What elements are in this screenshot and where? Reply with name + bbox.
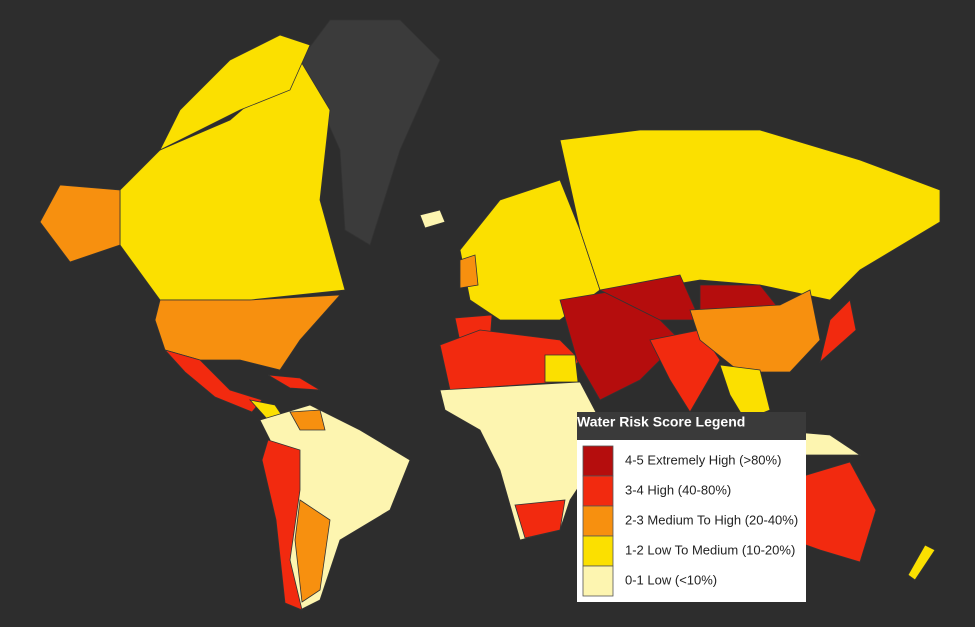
south-africa — [514, 499, 566, 539]
peru-chile — [261, 439, 303, 611]
venezuela — [289, 409, 326, 431]
caribbean — [267, 374, 321, 391]
legend-swatch — [582, 565, 614, 597]
greenland — [299, 19, 441, 246]
legend-label: 4-5 Extremely High (>80%) — [625, 452, 781, 467]
legend-swatch — [582, 505, 614, 537]
iceland — [419, 209, 446, 229]
china — [689, 289, 821, 373]
egypt — [544, 354, 579, 383]
legend-label: 0-1 Low (<10%) — [625, 572, 717, 587]
uk — [459, 254, 479, 289]
legend: Water Risk Score Legend 4-5 Extremely Hi… — [577, 412, 806, 602]
legend-header — [577, 412, 806, 440]
india — [649, 329, 721, 413]
alaska — [39, 184, 121, 263]
new-zealand — [907, 544, 936, 581]
legend-swatch — [582, 475, 614, 507]
legend-label: 2-3 Medium To High (20-40%) — [625, 512, 798, 527]
usa — [154, 294, 341, 371]
legend-swatch — [582, 535, 614, 567]
world-map — [39, 19, 941, 611]
legend-body — [577, 440, 806, 602]
legend-title: Water Risk Score Legend — [577, 414, 745, 430]
legend-swatch — [582, 445, 614, 477]
legend-label: 3-4 High (40-80%) — [625, 482, 731, 497]
canada — [119, 59, 346, 301]
japan — [819, 299, 857, 364]
legend-items: 4-5 Extremely High (>80%) 3-4 High (40-80… — [582, 445, 798, 597]
arctic-islands — [159, 34, 311, 151]
argentina — [294, 499, 331, 603]
legend-label: 1-2 Low To Medium (10-20%) — [625, 542, 795, 557]
